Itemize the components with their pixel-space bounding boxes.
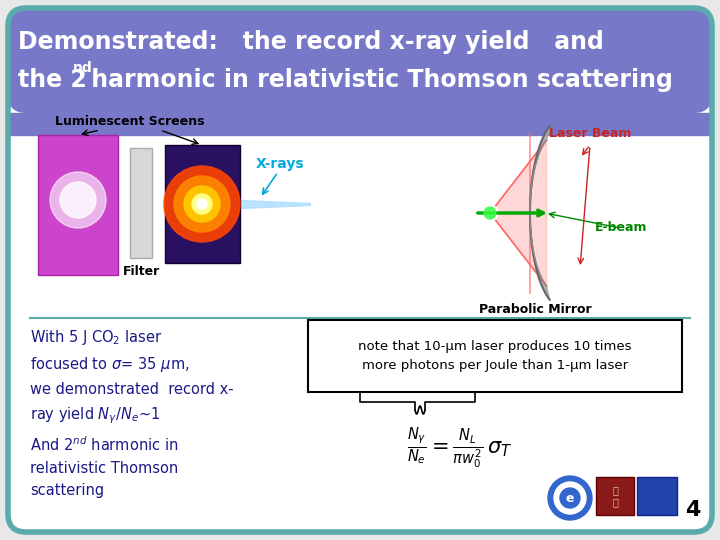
Text: nd: nd [73, 61, 93, 75]
Text: E-beam: E-beam [595, 221, 647, 234]
Text: $\frac{N_\gamma}{N_e} = \frac{N_L}{\pi w_0^2}\,\sigma_T$: $\frac{N_\gamma}{N_e} = \frac{N_L}{\pi w… [408, 425, 513, 471]
Circle shape [548, 476, 592, 520]
Circle shape [485, 208, 495, 218]
Text: e: e [566, 491, 575, 504]
FancyBboxPatch shape [8, 8, 712, 532]
Polygon shape [490, 140, 546, 286]
Text: Parabolic Mirror: Parabolic Mirror [479, 303, 591, 316]
Text: Luminescent Screens: Luminescent Screens [55, 115, 204, 128]
Bar [596, 477, 634, 515]
Text: X-rays: X-rays [256, 157, 305, 171]
Bar [165, 145, 240, 263]
Text: Demonstrated:   the record x-ray yield   and: Demonstrated: the record x-ray yield and [18, 30, 604, 54]
FancyBboxPatch shape [308, 320, 682, 392]
Text: 4: 4 [685, 500, 700, 520]
Circle shape [554, 482, 586, 514]
Text: With 5 J CO$_2$ laser
focused to $\sigma$= 35 $\mu$m,
we demonstrated  record x-: With 5 J CO$_2$ laser focused to $\sigma… [30, 328, 233, 498]
Circle shape [192, 194, 212, 214]
Text: note that 10-μm laser produces 10 times
more photons per Joule than 1-μm laser: note that 10-μm laser produces 10 times … [359, 340, 631, 372]
Text: Filter: Filter [122, 265, 160, 278]
Circle shape [484, 207, 496, 219]
Circle shape [184, 186, 220, 222]
Bar [130, 148, 152, 258]
Circle shape [197, 199, 207, 209]
Bar [637, 477, 677, 515]
Bar [38, 135, 118, 275]
Circle shape [482, 205, 498, 221]
Polygon shape [530, 126, 549, 300]
Text: the 2: the 2 [18, 68, 86, 92]
FancyBboxPatch shape [8, 8, 712, 113]
Circle shape [560, 488, 580, 508]
Polygon shape [490, 140, 546, 286]
Text: Laser Beam: Laser Beam [549, 127, 631, 140]
Circle shape [164, 166, 240, 242]
Text: harmonic in relativistic Thomson scattering: harmonic in relativistic Thomson scatter… [83, 68, 673, 92]
Circle shape [60, 182, 96, 218]
Circle shape [50, 172, 106, 228]
Text: 大
学: 大 学 [612, 485, 618, 507]
Circle shape [174, 176, 230, 232]
